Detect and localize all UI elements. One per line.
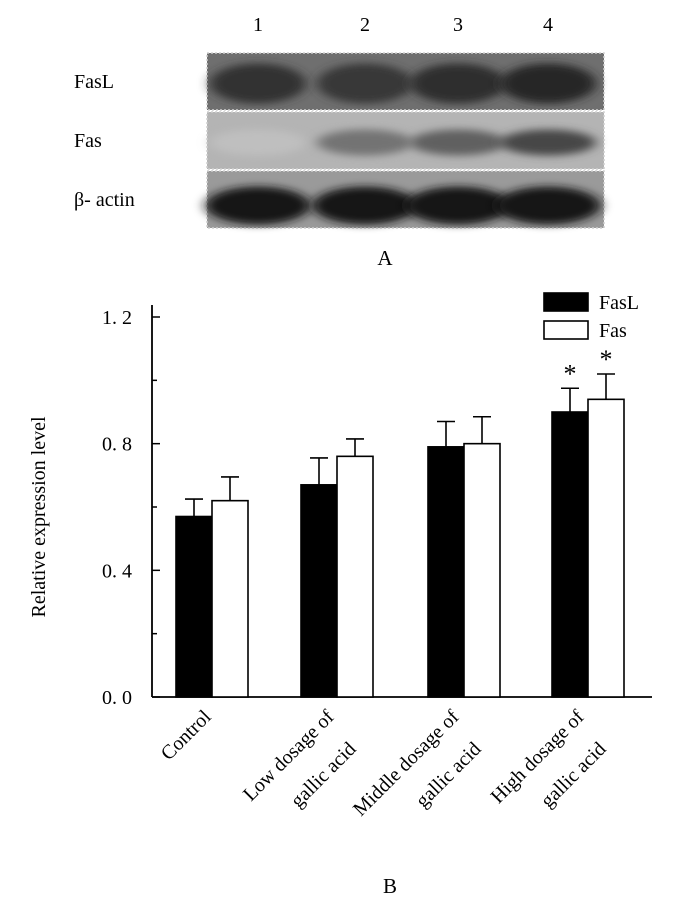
blot-band: [500, 129, 596, 156]
y-tick-label: 1. 2: [102, 307, 132, 329]
legend: FasL Fas: [543, 292, 639, 342]
significance-mark: *: [600, 345, 613, 374]
lane-number: 3: [453, 14, 463, 36]
y-tick-label: 0. 4: [102, 560, 132, 582]
blot-band: [410, 129, 506, 156]
legend-swatch-fas: [543, 320, 589, 340]
significance-mark: *: [564, 359, 577, 388]
bar-fas: [587, 398, 625, 698]
blot-band: [500, 63, 596, 104]
bar-fas: [211, 499, 249, 698]
bar-fasl: [427, 446, 465, 698]
blot-band: [495, 186, 601, 225]
panel-b-caption: B: [383, 874, 397, 898]
y-tick-label: 0. 8: [102, 434, 132, 456]
bar-fasl: [551, 411, 589, 698]
x-tick-label: Control: [157, 706, 216, 765]
y-tick-label: 0. 0: [102, 687, 132, 709]
blot-band: [405, 186, 511, 225]
bar-fasl: [175, 515, 213, 698]
blot-band: [210, 63, 306, 104]
blot-row-label: Fas: [74, 130, 102, 152]
bar-fasl: [300, 484, 338, 698]
bar-chart: 0. 0 0. 4 0. 8 1. 2 Relative expression leve…: [28, 292, 652, 821]
legend-label: FasL: [599, 292, 639, 314]
legend-label: Fas: [599, 320, 627, 342]
x-tick-label: Low dosage of: [239, 706, 339, 806]
y-axis-label: Relative expression level: [28, 416, 50, 617]
lane-number: 1: [253, 14, 263, 36]
blot-row-label: β- actin: [74, 189, 135, 211]
bar-fas: [463, 442, 501, 698]
blot-band: [410, 63, 506, 104]
western-blot-panel: 1 2 3 4 FasL Fas β- actin: [74, 14, 605, 229]
blot-band: [317, 129, 413, 156]
lane-number: 4: [543, 14, 553, 36]
blot-band: [317, 63, 413, 104]
legend-swatch-fasl: [543, 292, 589, 312]
blot-row-label: FasL: [74, 71, 114, 93]
bar-fas: [336, 455, 374, 698]
lane-number: 2: [360, 14, 370, 36]
x-tick-label: High dosage of: [487, 706, 589, 808]
blot-band: [312, 186, 418, 225]
panel-a-caption: A: [377, 246, 393, 270]
blot-band: [210, 129, 306, 156]
blot-band: [205, 186, 311, 225]
